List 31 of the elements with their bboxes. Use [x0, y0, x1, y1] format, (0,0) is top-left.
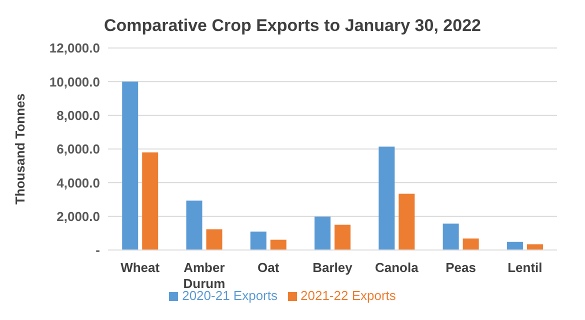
bar: [142, 152, 158, 250]
y-tick-label: 4,000.0: [56, 175, 100, 190]
y-tick-label: 2,000.0: [56, 208, 100, 224]
bar: [442, 224, 459, 250]
bar: [398, 194, 415, 250]
bar: [206, 229, 222, 250]
x-tick-label: Canola: [374, 260, 420, 275]
chart-title: Comparative Crop Exports to January 30, 2022: [103, 16, 482, 36]
x-tick-label: Wheat: [120, 260, 160, 275]
y-tick-label: 6,000.0: [56, 142, 100, 157]
bar: [378, 146, 395, 250]
bar: [270, 240, 286, 250]
bar: [334, 224, 351, 250]
y-axis-title: Thousand Tonnes: [12, 94, 28, 204]
y-tick-label: 8,000.0: [56, 108, 100, 123]
bar: [186, 200, 202, 250]
bar: [462, 238, 479, 250]
legend-label: 2020-21 Exports: [182, 288, 278, 303]
y-tick-label: 12,000.0: [49, 40, 100, 56]
x-tick-label: Amber Durum: [183, 260, 226, 291]
bar: [122, 82, 138, 250]
legend-label: 2021-22 Exports: [300, 288, 396, 303]
y-tick-label: 10,000.0: [49, 74, 100, 90]
y-tick-label: -: [96, 242, 100, 258]
x-tick-label: Peas: [446, 260, 476, 275]
x-tick-label: Oat: [258, 260, 280, 275]
bar: [314, 216, 331, 250]
x-tick-label: Lentil: [508, 260, 542, 275]
x-tick-label: Barley: [312, 260, 354, 275]
bar: [250, 232, 266, 250]
bar: [506, 242, 523, 250]
